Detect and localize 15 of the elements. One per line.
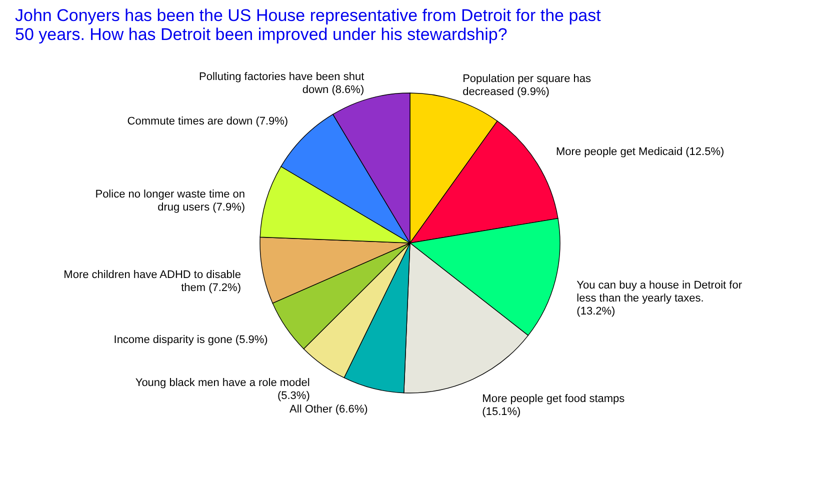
slice-label: Income disparity is gone (5.9%): [114, 334, 268, 346]
slice-label: Young black men have a role model: [135, 376, 310, 389]
slice-label: You can buy a house in Detroit for less than the yearly taxes.: [576, 279, 742, 304]
slice-label: More people get Medicaid (12.5%): [556, 146, 724, 158]
slice-label: Commute times are down (7.9%): [127, 116, 288, 128]
chart-title: John Conyers has been the US House representative from Detroit for the past 50 years. How has Detroit been improved under his stewardship?: [15, 6, 602, 44]
slice-label: More children have ADHD to disable them (7.2%): [64, 268, 241, 294]
slice-label: Police no longer waste time on drug users (7.9%): [95, 188, 246, 214]
data-label: (15.1%): [482, 406, 521, 418]
data-label: (5.3%): [277, 390, 310, 402]
slice-label: All Other (6.6%): [290, 404, 368, 416]
slice-label: More people get food stamps: [482, 393, 626, 406]
data-label: (13.2%): [576, 305, 616, 318]
slice-label: Population per square has decreased (9.9%): [462, 73, 592, 98]
slice-label: Polluting factories have been shut down (8.6%): [199, 71, 364, 96]
